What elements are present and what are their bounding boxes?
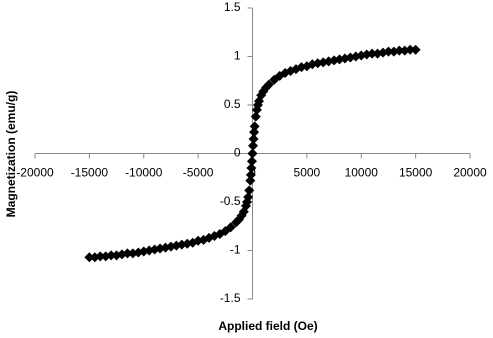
data-point (248, 133, 259, 144)
x-tick-label: -15000 (71, 166, 109, 180)
x-tick-label: -10000 (125, 166, 163, 180)
y-tick-label: 0 (234, 146, 241, 160)
data-point (263, 79, 274, 90)
x-tick-label: 10000 (345, 166, 379, 180)
data-point (122, 248, 133, 259)
data-point (250, 111, 261, 122)
data-point (243, 192, 254, 203)
x-tick-label: -5000 (183, 166, 214, 180)
y-tick-label: -0.5 (220, 194, 241, 208)
y-tick-label: -1 (230, 243, 241, 257)
data-point (246, 163, 257, 174)
data-point (394, 45, 405, 56)
data-point (410, 44, 421, 55)
data-point (383, 46, 394, 57)
data-point (244, 185, 255, 196)
data-point (247, 148, 258, 159)
data-point (249, 127, 260, 138)
data-point (246, 156, 257, 167)
x-tick-label: 20000 (453, 166, 487, 180)
y-tick-label: 1.5 (224, 0, 241, 14)
data-point (307, 59, 318, 70)
data-point (405, 44, 416, 55)
data-point (89, 252, 100, 263)
data-point (225, 222, 236, 233)
y-tick-label: -1.5 (220, 291, 241, 305)
y-tick-label: 0.5 (224, 97, 241, 111)
data-point (248, 140, 259, 151)
data-point (245, 175, 256, 186)
data-point (95, 251, 106, 262)
data-point (367, 48, 378, 59)
data-point (245, 169, 256, 180)
data-point (106, 250, 117, 261)
y-tick-label: 1 (234, 49, 241, 63)
x-tick-label: 15000 (399, 166, 433, 180)
x-tick-label: 5000 (294, 166, 321, 180)
x-tick-label: -20000 (16, 166, 54, 180)
y-axis-title: Magnetization (emu/g) (4, 91, 18, 218)
data-point (249, 121, 260, 132)
x-axis-title: Applied field (Oe) (218, 319, 317, 333)
data-point (84, 252, 95, 263)
